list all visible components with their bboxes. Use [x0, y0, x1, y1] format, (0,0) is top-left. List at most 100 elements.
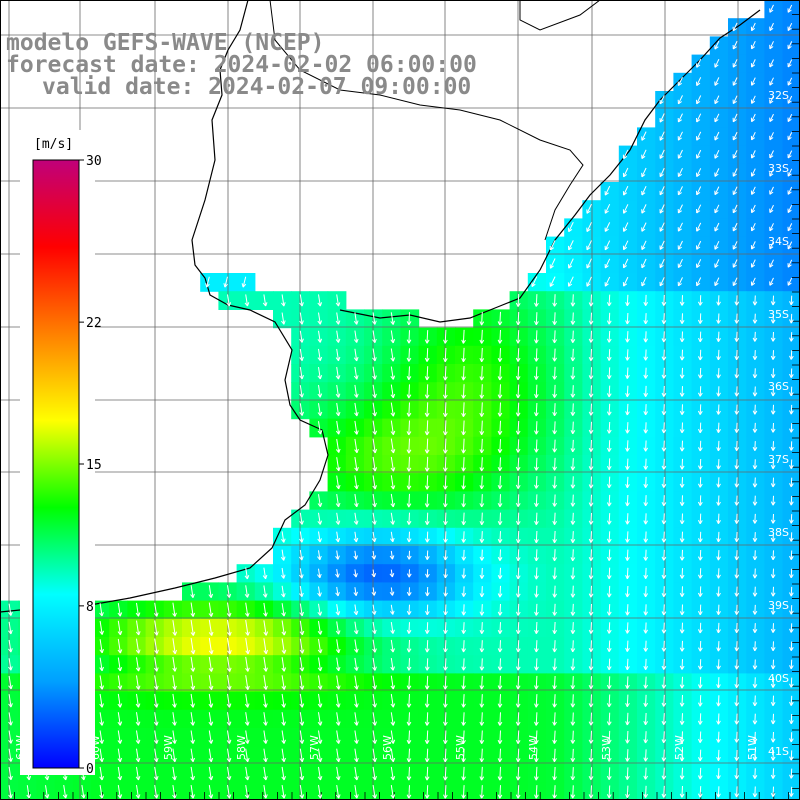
wind-arrow — [588, 458, 594, 471]
wind-arrow — [390, 384, 396, 399]
wind-arrow — [696, 131, 702, 141]
wind-arrow — [770, 623, 776, 633]
wind-arrow — [714, 168, 720, 177]
wind-arrow — [734, 368, 740, 379]
wind-arrow — [117, 620, 123, 636]
wind-arrow — [789, 586, 794, 597]
wind-arrow — [716, 749, 721, 761]
wind-arrow — [789, 368, 794, 378]
wind-arrow — [734, 622, 740, 634]
wind-arrow — [643, 458, 649, 470]
wind-arrow — [443, 675, 448, 690]
wind-arrow — [570, 622, 576, 634]
wind-arrow — [371, 531, 377, 543]
wind-arrow — [769, 4, 774, 13]
wind-arrow — [661, 676, 667, 689]
wind-arrow — [697, 676, 703, 689]
wind-arrow — [752, 604, 758, 615]
wind-arrow — [534, 712, 539, 726]
wind-arrow — [552, 330, 558, 344]
map-title-forecast-date: forecast date: 2024-02-02 06:00:00 — [6, 52, 477, 78]
wind-arrow — [643, 731, 649, 744]
wind-arrow — [208, 585, 214, 599]
wind-arrow — [497, 531, 503, 543]
wind-arrow — [497, 694, 503, 708]
wind-arrow — [586, 258, 592, 269]
wind-arrow — [335, 512, 341, 525]
wind-arrow — [534, 530, 539, 544]
wind-arrow — [696, 186, 702, 196]
wind-arrow — [734, 295, 740, 306]
wind-arrow — [679, 604, 685, 616]
wind-arrow — [679, 404, 685, 415]
wind-arrow — [679, 477, 685, 488]
wind-arrow — [769, 241, 774, 250]
wind-arrow — [714, 240, 720, 250]
wind-arrow — [643, 385, 649, 397]
wind-arrow — [117, 712, 123, 726]
wind-arrow — [734, 586, 740, 597]
wind-arrow — [770, 386, 776, 397]
wind-arrow — [372, 348, 377, 362]
wind-arrow — [552, 621, 558, 635]
wind-arrow — [208, 730, 214, 744]
wind-arrow — [769, 132, 774, 141]
wind-arrow — [643, 549, 649, 561]
wind-arrow — [372, 748, 377, 763]
wind-arrow — [8, 694, 13, 708]
wind-arrow — [570, 712, 576, 726]
wind-arrow — [424, 730, 430, 744]
wind-arrow — [606, 604, 612, 616]
wind-arrow — [281, 603, 286, 617]
wind-arrow — [299, 531, 304, 543]
wind-arrow — [552, 694, 557, 708]
wind-arrow — [424, 785, 430, 799]
wind-arrow — [354, 438, 359, 454]
wind-arrow — [99, 675, 105, 690]
wind-arrow — [606, 294, 612, 307]
wind-arrow — [716, 386, 721, 397]
wind-arrow — [371, 550, 377, 560]
wind-arrow — [461, 475, 466, 490]
wind-arrow — [625, 458, 630, 470]
wind-arrow — [732, 277, 738, 287]
wind-arrow — [661, 713, 667, 725]
wind-arrow — [714, 259, 720, 268]
wind-arrow — [479, 640, 485, 653]
wind-arrow — [353, 550, 358, 560]
wind-arrow — [787, 41, 793, 50]
wind-arrow — [606, 549, 612, 561]
wind-arrow — [425, 586, 430, 597]
wind-arrow — [732, 22, 738, 32]
wind-arrow — [281, 638, 287, 654]
wind-arrow — [461, 658, 467, 671]
wind-arrow — [752, 386, 758, 397]
wind-arrow — [461, 730, 466, 744]
wind-arrow — [552, 785, 557, 799]
wind-arrow — [479, 475, 485, 490]
wind-arrow — [497, 622, 503, 634]
wind-arrow — [442, 456, 448, 472]
wind-arrow — [390, 438, 396, 454]
wind-arrow — [424, 748, 430, 763]
wind-arrow — [606, 785, 612, 799]
wind-arrow — [697, 331, 703, 343]
wind-arrow — [424, 384, 430, 399]
longitude-label: 57W — [308, 735, 321, 760]
wind-arrow — [461, 384, 466, 399]
wind-arrow — [153, 693, 159, 708]
wind-arrow — [8, 675, 13, 690]
wind-arrow — [497, 420, 503, 435]
wind-arrow — [659, 277, 665, 287]
wind-arrow — [661, 604, 667, 616]
wind-arrow — [443, 531, 448, 543]
wind-arrow — [714, 77, 720, 86]
wind-arrow — [8, 658, 13, 671]
wind-arrow — [281, 748, 286, 763]
wind-arrow — [354, 766, 359, 781]
wind-arrow — [190, 730, 195, 744]
wind-arrow — [732, 150, 738, 159]
wind-arrow — [716, 695, 721, 707]
wind-arrow — [244, 748, 250, 763]
